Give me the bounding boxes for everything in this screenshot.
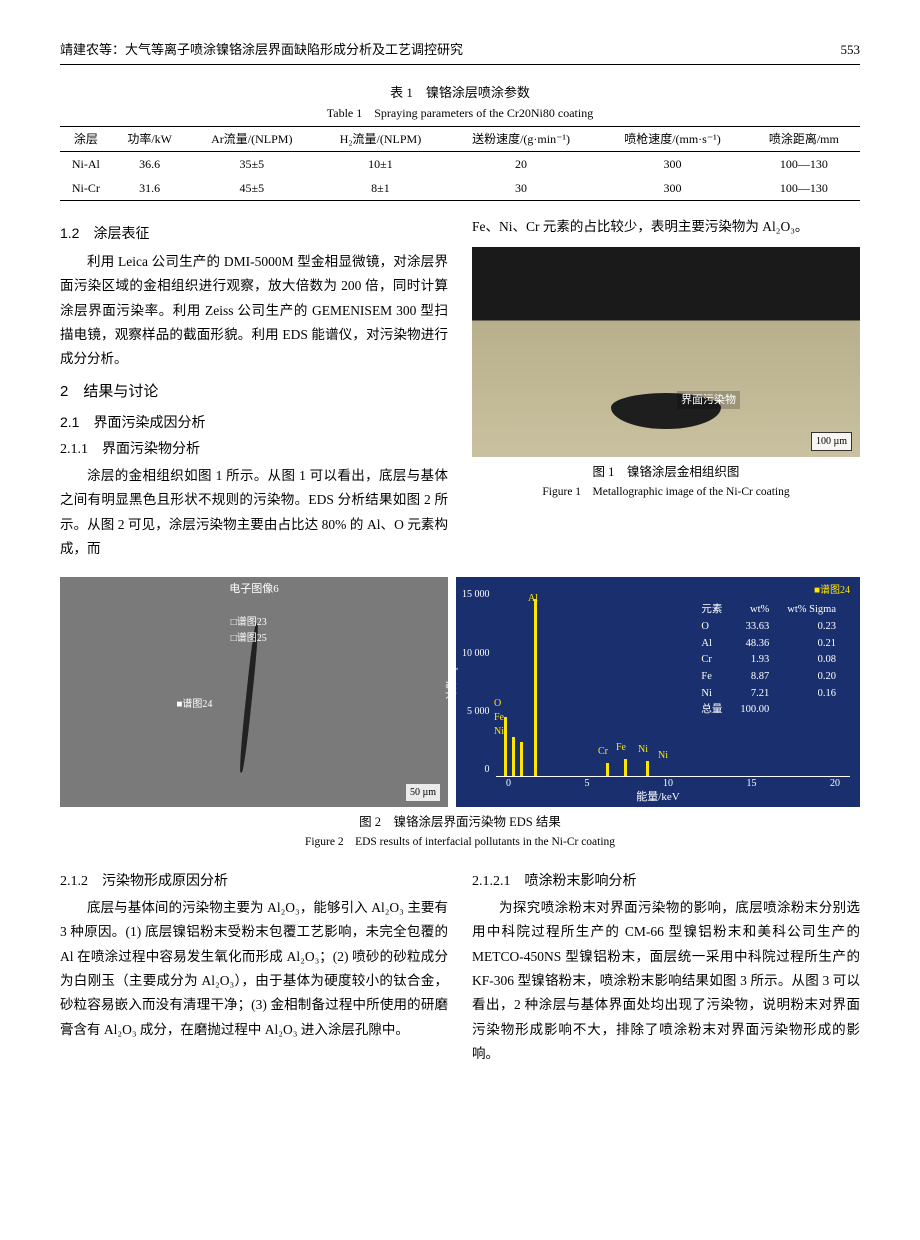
th: Ar流量/(NLPM) (188, 127, 317, 152)
fig1-cap-en: Figure 1 Metallographic image of the Ni-… (472, 484, 860, 501)
table1: 涂层 功率/kW Ar流量/(NLPM) H₂流量/(NLPM) 送粉速度/(g… (60, 126, 860, 201)
peak-o (504, 717, 507, 777)
sec-12-title: 1.2 涂层表征 (60, 223, 448, 244)
sec-2-title: 2 结果与讨论 (60, 381, 448, 404)
peak-label-fe: Fe (494, 710, 504, 725)
peak-label-ni3: Ni (658, 748, 668, 763)
peak-label-ni2: Ni (638, 742, 648, 757)
fig2-eds-chart: ■谱图24 元素wt%wt% Sigma O33.630.23 Al48.360… (456, 577, 860, 807)
right-column-2: 2.1.2.1 喷涂粉末影响分析 为探究喷涂粉末对界面污染物的影响，底层喷涂粉末… (472, 865, 860, 1066)
peak-label-al: Al (528, 591, 538, 606)
header-right: 553 (841, 40, 861, 60)
th: 涂层 (60, 127, 112, 152)
right-top-p: Fe、Ni、Cr 元素的占比较少，表明主要污染物为 Al₂O₃。 (472, 215, 860, 239)
figure-1: 界面污染物 100 µm (472, 247, 860, 457)
sec-21-title: 2.1 界面污染成因分析 (60, 412, 448, 433)
eds-table: 元素wt%wt% Sigma O33.630.23 Al48.360.21 Cr… (691, 601, 846, 720)
th: 喷涂距离/mm (748, 127, 860, 152)
left-column: 1.2 涂层表征 利用 Leica 公司生产的 DMI-5000M 型金相显微镜… (60, 215, 448, 561)
sec-211-title: 2.1.1 界面污染物分析 (60, 439, 448, 460)
sec-212-title: 2.1.2 污染物形成原因分析 (60, 871, 448, 892)
table1-title-en: Table 1 Spraying parameters of the Cr20N… (60, 104, 860, 122)
fig2-left-title: 电子图像6 (229, 581, 279, 598)
peak-label-fe2: Fe (616, 740, 626, 755)
fig1-cap-cn: 图 1 镍铬涂层金相组织图 (472, 463, 860, 482)
peak-cr (606, 763, 609, 777)
th: 功率/kW (112, 127, 188, 152)
header-left: 靖建农等：大气等离子喷涂镍铬涂层界面缺陷形成分析及工艺调控研究 (60, 40, 463, 60)
sec-211-p: 涂层的金相组织如图 1 所示。从图 1 可以看出，底层与基体之间有明显黑色且形状… (60, 464, 448, 561)
right-column: Fe、Ni、Cr 元素的占比较少，表明主要污染物为 Al₂O₃。 界面污染物 1… (472, 215, 860, 561)
marker-25: □谱图25 (231, 631, 267, 646)
fig2-sem-image: 电子图像6 □谱图23 □谱图25 ■谱图24 50 µm (60, 577, 448, 807)
sec-2121-title: 2.1.2.1 喷涂粉末影响分析 (472, 871, 860, 892)
fig2-cap-cn: 图 2 镍铬涂层界面污染物 EDS 结果 (60, 813, 860, 832)
table-row: Ni-Cr31.645±58±130300100—130 (60, 176, 860, 201)
peak-label-cr: Cr (598, 744, 608, 759)
peak-fe2 (624, 759, 627, 777)
marker-24: ■谱图24 (176, 697, 212, 712)
table-row: Ni-Al36.635±510±120300100—130 (60, 152, 860, 177)
fig2-scalebar: 50 µm (406, 784, 440, 801)
figure-2: 电子图像6 □谱图23 □谱图25 ■谱图24 50 µm ■谱图24 元素wt… (60, 577, 860, 807)
sec-212-p: 底层与基体间的污染物主要为 Al₂O₃，能够引入 Al₂O₃ 主要有 3 种原因… (60, 896, 448, 1042)
th: 喷枪速度/(mm·s⁻¹) (597, 127, 747, 152)
axis-y-label: 计数/cps (444, 661, 461, 701)
fig1-inlabel: 界面污染物 (677, 391, 740, 410)
axis-y: 15 000 10 000 5 000 0 (462, 587, 490, 777)
page-header: 靖建农等：大气等离子喷涂镍铬涂层界面缺陷形成分析及工艺调控研究 553 (60, 40, 860, 65)
th: 送粉速度/(g·min⁻¹) (445, 127, 597, 152)
peak-ni2 (646, 761, 649, 777)
th: H₂流量/(NLPM) (316, 127, 445, 152)
table1-title-cn: 表 1 镍铬涂层喷涂参数 (60, 83, 860, 103)
peak-label-ni: Ni (494, 724, 504, 739)
fig2-cap-en: Figure 2 EDS results of interfacial poll… (60, 834, 860, 851)
sec-2121-p: 为探究喷涂粉末对界面污染物的影响，底层喷涂粉末分别选用中科院过程所生产的 CM-… (472, 896, 860, 1066)
fig1-scalebar: 100 µm (811, 432, 852, 451)
axis-x-label: 能量/keV (636, 789, 679, 806)
sec-12-p1: 利用 Leica 公司生产的 DMI-5000M 型金相显微镜，对涂层界面污染区… (60, 250, 448, 371)
peak-ni (520, 742, 523, 777)
left-column-2: 2.1.2 污染物形成原因分析 底层与基体间的污染物主要为 Al₂O₃，能够引入… (60, 865, 448, 1066)
peak-al (534, 599, 537, 777)
marker-23: □谱图23 (231, 615, 267, 630)
peak-label-o: O (494, 696, 501, 711)
eds-legend: ■谱图24 (814, 583, 850, 598)
peak-fe (512, 737, 515, 777)
